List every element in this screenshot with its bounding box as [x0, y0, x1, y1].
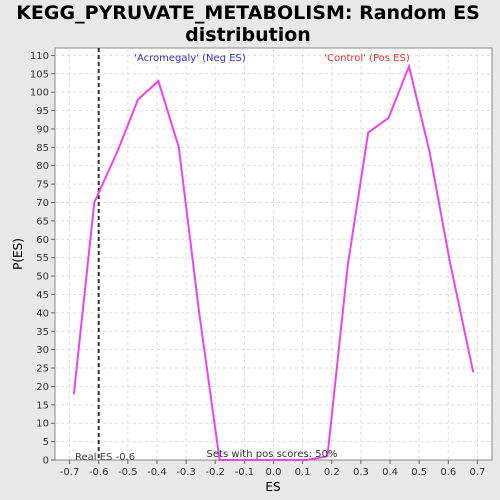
- pos-scores-label: Sets with pos scores: 50%: [207, 449, 338, 460]
- x-tick-label: 0.6: [440, 467, 456, 478]
- random-es-distribution-line: [72, 63, 475, 461]
- y-axis-label: P(ES): [11, 238, 25, 270]
- pos-es-label: 'Control' (Pos ES): [324, 53, 410, 64]
- x-tick-label: -0.6: [89, 467, 109, 478]
- series-point: [239, 459, 241, 461]
- series-point: [387, 117, 390, 119]
- series-point: [73, 392, 75, 395]
- y-tick-label: 0: [43, 456, 49, 467]
- series-point: [448, 260, 451, 263]
- series-point: [178, 146, 180, 149]
- x-tick-label: -0.4: [147, 467, 167, 478]
- x-axis-ticks: -0.7 -0.6 -0.5 -0.4 -0.3 -0.2 -0.1 0.0 0.1 0.2 0.3…: [60, 460, 485, 478]
- y-tick-label: 30: [36, 345, 49, 356]
- series-point: [428, 150, 431, 152]
- y-tick-label: 40: [36, 308, 49, 319]
- series-point: [93, 201, 96, 204]
- series-point: [198, 312, 201, 314]
- series-point: [259, 459, 262, 461]
- x-tick-label: 0.0: [266, 467, 282, 478]
- y-tick-label: 25: [36, 364, 49, 375]
- series-point: [326, 455, 329, 458]
- y-tick-label: 95: [36, 106, 49, 117]
- y-tick-label: 90: [36, 124, 49, 135]
- y-tick-label: 20: [36, 382, 49, 393]
- x-tick-label: -0.1: [235, 467, 255, 478]
- y-tick-label: 45: [36, 290, 49, 301]
- series-point: [285, 459, 288, 461]
- series-point: [157, 80, 160, 82]
- series-points: [73, 65, 474, 461]
- y-axis-ticks: 0 5 10 15 20 25 30 35 40 45 50 55 60 65 70 75 80 85 90 95 10…: [30, 51, 55, 467]
- y-tick-label: 100: [30, 88, 49, 99]
- y-tick-label: 50: [36, 272, 49, 283]
- series-point: [367, 131, 369, 134]
- x-axis-label: ES: [265, 480, 280, 494]
- real-es-label: Real ES -0.6: [75, 452, 135, 463]
- series-point: [408, 65, 410, 68]
- y-tick-label: 65: [36, 216, 49, 227]
- y-tick-label: 60: [36, 235, 49, 246]
- y-tick-label: 105: [30, 69, 49, 80]
- x-tick-label: -0.3: [176, 467, 196, 478]
- x-tick-label: 0.3: [353, 467, 369, 478]
- chart-title-line2: distribution: [185, 24, 311, 46]
- series-point: [218, 459, 221, 461]
- x-tick-label: 0.5: [411, 467, 427, 478]
- x-tick-label: 0.1: [295, 467, 311, 478]
- x-tick-label: -0.2: [205, 467, 225, 478]
- y-tick-label: 10: [36, 419, 49, 430]
- y-tick-label: 15: [36, 400, 49, 411]
- y-tick-label: 70: [36, 198, 49, 209]
- grid-lines: [55, 48, 492, 460]
- y-tick-label: 55: [36, 253, 49, 264]
- neg-es-label: 'Acromegaly' (Neg ES): [134, 53, 246, 64]
- series-point: [346, 264, 349, 266]
- series-point: [116, 150, 119, 152]
- series-point: [472, 370, 474, 373]
- y-tick-label: 35: [36, 327, 49, 338]
- y-tick-label: 75: [36, 180, 49, 191]
- y-tick-label: 80: [36, 161, 49, 172]
- x-tick-label: -0.7: [60, 467, 80, 478]
- x-tick-label: 0.4: [382, 467, 398, 478]
- y-tick-label: 85: [36, 143, 49, 154]
- series-point: [137, 98, 139, 101]
- series-point: [306, 459, 308, 461]
- y-tick-label: 110: [30, 51, 49, 62]
- x-tick-label: 0.2: [324, 467, 340, 478]
- x-tick-label: 0.7: [469, 467, 485, 478]
- y-tick-label: 5: [43, 437, 49, 448]
- x-tick-label: -0.5: [118, 467, 138, 478]
- chart-title-line1: KEGG_PYRUVATE_METABOLISM: Random ES: [16, 2, 480, 24]
